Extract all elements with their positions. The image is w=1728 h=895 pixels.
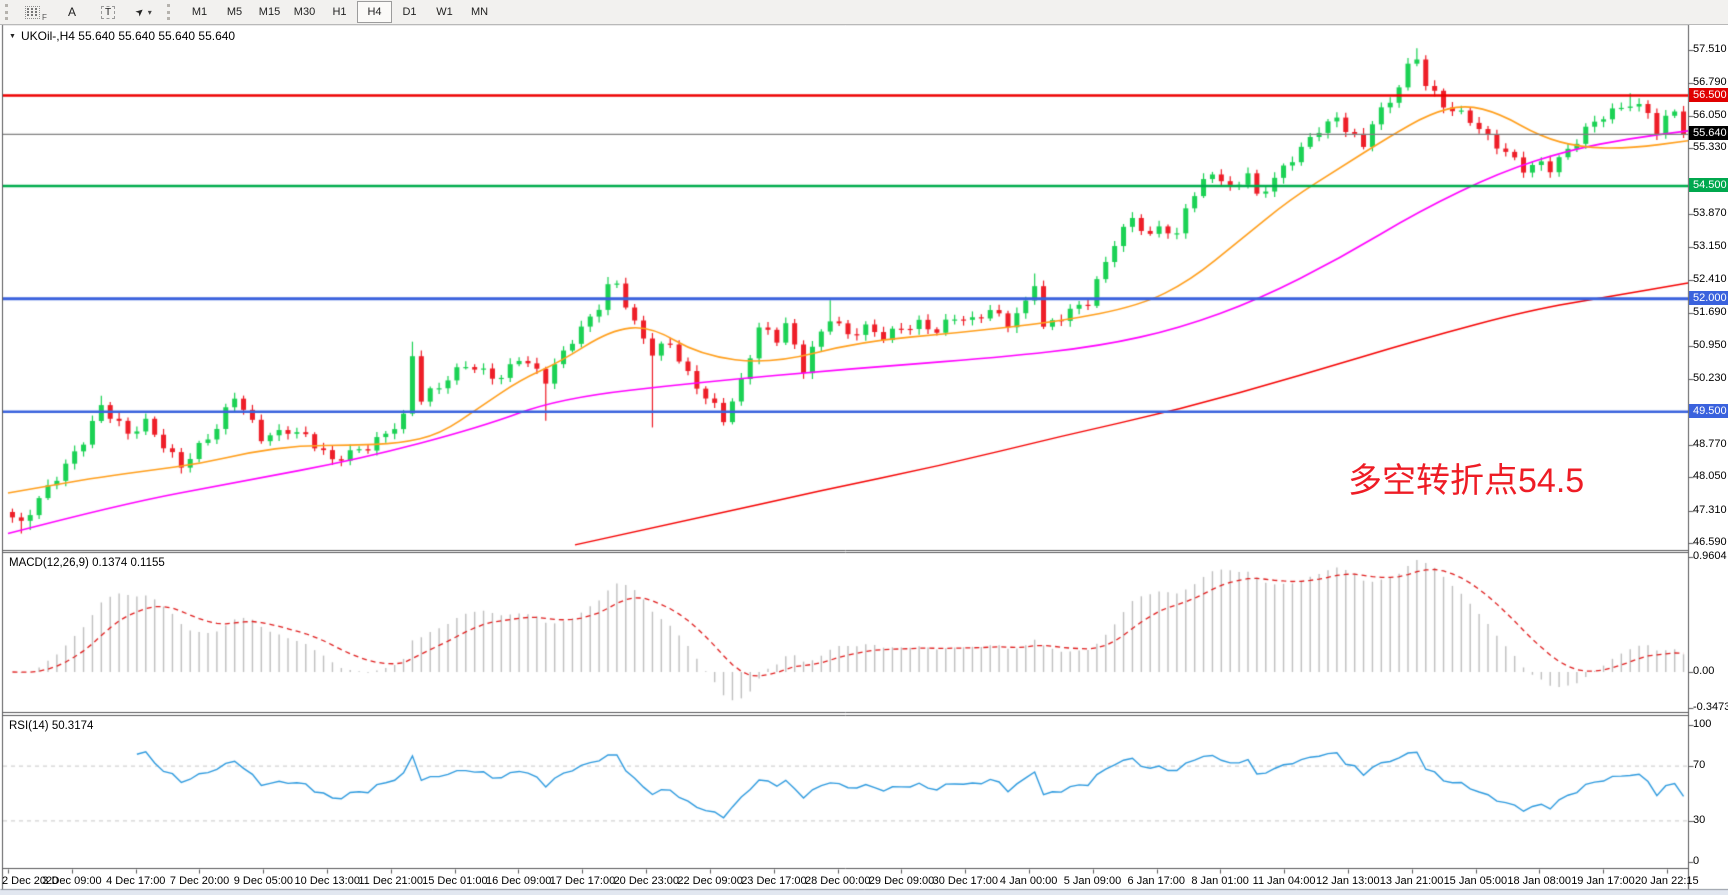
- price-tick-label: 55.330: [1693, 141, 1727, 154]
- timeframe-button-D1[interactable]: D1: [402, 6, 417, 18]
- time-axis-label: 28 Dec 00:00: [805, 875, 871, 887]
- time-axis-label: 16 Dec 09:00: [485, 875, 552, 887]
- timeframe-button-MN[interactable]: MN: [470, 6, 489, 18]
- timeframe-button-H4[interactable]: H4: [357, 1, 392, 23]
- price-tick-label: 51.690: [1693, 305, 1727, 318]
- arrows-tool-button[interactable]: ➤ ▾: [126, 1, 162, 23]
- chart-title: UKOil-,H4 55.640 55.640 55.640 55.640: [20, 29, 236, 43]
- time-axis-label: 4 Jan 00:00: [999, 875, 1058, 887]
- time-axis-label: 3 Dec 09:00: [42, 875, 102, 887]
- toolbar-grip[interactable]: [5, 4, 11, 20]
- time-axis-label: 4 Dec 17:00: [106, 875, 166, 887]
- time-axis-label: 12 Jan 13:00: [1315, 875, 1380, 887]
- price-tick-label: 56.790: [1693, 75, 1727, 88]
- time-axis-label: 8 Jan 01:00: [1191, 875, 1249, 887]
- time-axis-label: 19 Jan 17:00: [1571, 875, 1635, 887]
- text-tool-button[interactable]: T: [90, 1, 126, 23]
- time-axis-label: 6 Jan 17:00: [1127, 875, 1186, 887]
- timeframe-button-M1[interactable]: M1: [191, 6, 208, 18]
- rsi-indicator-label: RSI(14) 50.3174: [9, 720, 94, 732]
- time-axis-label: 10 Dec 13:00: [294, 875, 360, 887]
- grid-tool-label: F: [42, 13, 47, 22]
- toolbar: F A T ➤ ▾ M1 M5 M15 M30 H1 H4 D1 W1 MN: [0, 0, 1728, 25]
- time-axis-label: 17 Dec 17:00: [549, 875, 616, 887]
- price-badge: 52.000: [1689, 290, 1728, 305]
- price-tick-label: 57.510: [1693, 43, 1727, 55]
- time-axis-label: 15 Jan 05:00: [1443, 875, 1508, 887]
- time-axis-label: 11 Jan 04:00: [1252, 875, 1316, 887]
- label-tool-button[interactable]: A: [54, 1, 90, 23]
- time-axis-label: 18 Jan 08:00: [1507, 875, 1571, 887]
- chart-title-row: ▼ UKOil-,H4 55.640 55.640 55.640 55.640: [9, 29, 235, 43]
- price-tick-label: 52.410: [1693, 273, 1727, 286]
- price-tick-label: 46.590: [1693, 536, 1727, 549]
- price-tick-label: 48.770: [1693, 437, 1727, 450]
- chart-grid-tool-button[interactable]: F: [18, 1, 54, 23]
- time-axis-label: 13 Jan 21:00: [1379, 875, 1444, 887]
- time-axis-label: 11 Dec 21:00: [358, 875, 423, 887]
- time-axis-label: 20 Jan 22:15: [1635, 875, 1699, 887]
- timeframe-button-W1[interactable]: W1: [436, 6, 453, 18]
- time-axis-label: 2 Dec 2020: [2, 875, 59, 887]
- price-badge: 55.640: [1689, 126, 1728, 141]
- price-tick-label: 48.050: [1693, 470, 1727, 483]
- time-axis-label: 20 Dec 23:00: [613, 875, 679, 887]
- timeframe-button-M15[interactable]: M15: [258, 6, 281, 18]
- timeframe-button-M5[interactable]: M5: [226, 6, 243, 18]
- toolbar-grip[interactable]: [167, 4, 173, 20]
- time-axis-label: 5 Jan 09:00: [1063, 875, 1122, 887]
- rsi-tick-label: 0: [1693, 855, 1700, 867]
- price-badge: 56.500: [1689, 87, 1728, 102]
- price-badge: 49.500: [1689, 403, 1728, 418]
- time-axis-label: 23 Dec 17:00: [741, 875, 807, 887]
- time-axis-label: 29 Dec 09:00: [868, 875, 935, 887]
- time-axis-label: 9 Dec 05:00: [233, 875, 294, 887]
- price-tick-label: 56.050: [1693, 108, 1727, 121]
- price-tick-label: 53.870: [1693, 207, 1727, 220]
- macd-tick-label: -0.3473: [1693, 701, 1728, 713]
- rsi-tick-label: 100: [1693, 718, 1712, 730]
- price-tick-label: 53.150: [1693, 239, 1727, 252]
- chart-annotation-text: 多空转折点54.5: [1348, 462, 1585, 500]
- timeframe-button-H1[interactable]: H1: [332, 6, 347, 18]
- text-tool-t-icon: T: [100, 5, 116, 19]
- macd-tick-label: 0.00: [1693, 665, 1715, 677]
- time-axis-label: 15 Dec 01:00: [422, 875, 488, 887]
- time-axis-label: 22 Dec 09:00: [677, 875, 743, 887]
- rsi-tick-label: 70: [1693, 759, 1706, 772]
- price-tick-label: 47.310: [1693, 503, 1727, 516]
- chevron-down-icon: ▾: [147, 7, 152, 17]
- label-tool-a-icon: A: [67, 5, 76, 19]
- rsi-tick-label: 30: [1693, 813, 1706, 826]
- time-axis-label: 7 Dec 20:00: [169, 875, 230, 887]
- dot-grid-icon: [25, 5, 41, 19]
- time-axis-label: 30 Dec 17:00: [932, 875, 999, 887]
- collapse-arrow-icon[interactable]: ▼: [9, 33, 16, 40]
- timeframe-button-M30[interactable]: M30: [293, 6, 316, 18]
- price-badge: 54.500: [1689, 177, 1728, 192]
- arrow-tool-icon: ➤: [133, 5, 148, 19]
- macd-indicator-label: MACD(12,26,9) 0.1374 0.1155: [9, 557, 165, 569]
- price-tick-label: 50.230: [1693, 371, 1727, 384]
- timeframe-toolbar: M1 M5 M15 M30 H1 H4 D1 W1 MN: [182, 1, 497, 23]
- macd-tick-label: 0.9604: [1693, 550, 1727, 562]
- price-tick-label: 50.950: [1693, 339, 1727, 352]
